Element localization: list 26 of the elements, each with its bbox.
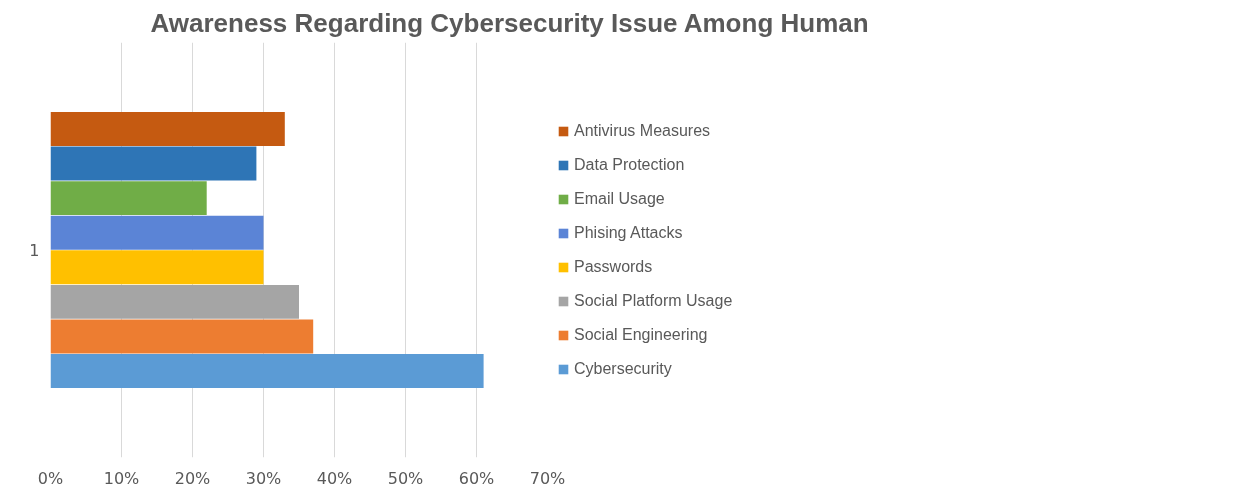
- legend-label: Social Engineering: [574, 325, 708, 344]
- x-tick-label: 50%: [387, 468, 424, 488]
- legend-label: Cybersecurity: [574, 359, 672, 378]
- bar: [50, 354, 484, 388]
- legend-label: Passwords: [574, 257, 653, 276]
- x-tick-label: 60%: [458, 468, 495, 488]
- bar: [50, 284, 299, 319]
- legend-label: Phising Attacks: [574, 223, 683, 242]
- chart-title: Awareness Regarding Cybersecurity Issue Among Human: [150, 7, 869, 38]
- x-tick-label: 30%: [245, 468, 282, 488]
- legend-label: Email Usage: [574, 189, 665, 208]
- legend-label: Antivirus Measures: [574, 121, 711, 140]
- x-tick-label: 70%: [529, 468, 566, 488]
- x-tick-label: 20%: [174, 468, 211, 488]
- bar: [50, 146, 257, 181]
- x-tick-label: 10%: [103, 468, 140, 488]
- y-tick-label: 1: [29, 241, 40, 260]
- x-tick-label: 0%: [37, 468, 64, 488]
- bar: [50, 250, 264, 285]
- bar: [50, 181, 207, 216]
- legend-label: Data Protection: [574, 155, 685, 174]
- bar: [50, 112, 285, 146]
- legend-label: Social Platform Usage: [574, 291, 733, 310]
- bar: [50, 215, 264, 250]
- bar: [50, 319, 314, 354]
- x-tick-label: 40%: [316, 468, 353, 488]
